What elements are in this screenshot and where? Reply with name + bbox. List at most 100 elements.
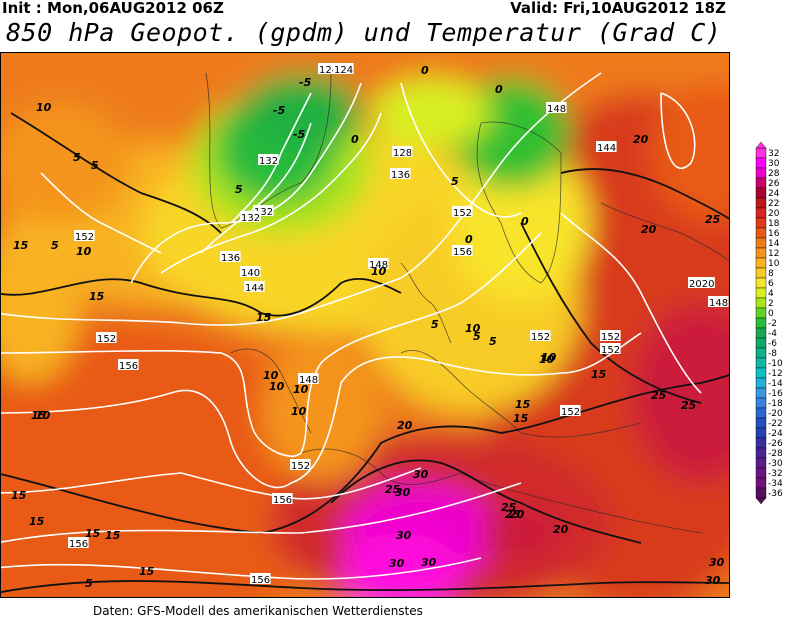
legend-label: -34 <box>768 479 783 489</box>
scandinavia-coast <box>476 121 562 284</box>
temperature-label: 30 <box>413 468 429 481</box>
contour-152 <box>1 232 542 457</box>
legend-swatch <box>755 417 767 429</box>
legend-label: 26 <box>768 179 780 189</box>
temperature-label: 15 <box>591 368 607 381</box>
geopotential-label: 148 <box>299 375 318 386</box>
temperature-label: 5 <box>51 239 59 252</box>
label-box <box>530 330 551 341</box>
geopotential-label: 2020 <box>689 279 714 290</box>
temperature-label: 5 <box>235 183 243 196</box>
geopotential-label: 148 <box>547 104 566 115</box>
legend-swatch <box>755 237 767 249</box>
legend-label: -20 <box>768 409 783 419</box>
temperature-label: 10 <box>541 351 557 364</box>
legend-label: 24 <box>768 189 780 199</box>
legend-label: 22 <box>768 199 779 209</box>
legend-swatch <box>755 217 767 229</box>
temperature-label: 5 <box>489 335 497 348</box>
label-box <box>708 296 729 307</box>
legend-label: -26 <box>768 439 783 449</box>
legend-swatch <box>755 387 767 399</box>
geopotential-label: 152 <box>75 232 94 243</box>
legend-label: -24 <box>768 429 783 439</box>
legend-label: -30 <box>768 459 783 469</box>
legend-swatch <box>755 197 767 209</box>
label-box <box>220 251 241 262</box>
geopotential-label: 152 <box>601 345 620 356</box>
temperature-label: 15 <box>105 529 121 542</box>
label-box <box>74 230 95 241</box>
geopotential-label: 156 <box>69 539 88 550</box>
legend-swatch <box>755 257 767 269</box>
contour-132 <box>230 92 312 224</box>
label-box <box>298 373 319 384</box>
temperature-label: 20 <box>397 419 413 432</box>
geopotential-label: 152 <box>561 407 580 418</box>
legend-label: 2 <box>768 299 774 309</box>
temperature-label: 25 <box>385 483 401 496</box>
temperature-label: 10 <box>36 101 52 114</box>
label-box <box>244 281 265 292</box>
temperature-label: 20 <box>553 523 569 536</box>
legend-swatch <box>755 147 767 159</box>
label-box <box>118 359 139 370</box>
label-box <box>452 245 473 256</box>
legend-swatch <box>755 377 767 389</box>
legend-label: 32 <box>768 149 779 159</box>
legend-swatch <box>755 307 767 319</box>
geopotential-label: 156 <box>251 575 270 586</box>
legend-swatch <box>755 457 767 469</box>
legend-label: -32 <box>768 469 783 479</box>
temperature-field <box>1 53 729 597</box>
temperature-label: -5 <box>293 128 306 141</box>
label-box <box>240 211 261 222</box>
temperature-label: 15 <box>11 489 27 502</box>
chart-title: 850 hPa Geopot. (gpdm) und Temperatur (G… <box>6 18 722 47</box>
geopotential-label: 152 <box>601 332 620 343</box>
temperature-label: 5 <box>431 318 439 331</box>
contour-156c <box>1 557 482 580</box>
legend-swatch <box>755 167 767 179</box>
legend-swatch <box>755 187 767 199</box>
temperature-label: 25 <box>651 389 667 402</box>
legend-label: -16 <box>768 389 783 399</box>
legend-arrow-up <box>755 141 767 149</box>
legend-label: 18 <box>768 219 780 229</box>
label-box <box>390 168 411 179</box>
legend-label: 14 <box>768 239 780 249</box>
geopotential-label: 156 <box>453 247 472 258</box>
geopotential-label: 140 <box>241 268 260 279</box>
contour-156b <box>1 482 522 543</box>
label-box <box>68 537 89 548</box>
legend-label: -12 <box>768 369 783 379</box>
legend-label: -10 <box>768 359 783 369</box>
geopotential-label: 136 <box>391 170 410 181</box>
temperature-label: 25 <box>505 508 521 521</box>
contour-136b <box>400 82 522 218</box>
color-legend: 32 30 28 26 24 22 20 18 16 14 12 10 8 6 4 2 0 -2 -4 -6 -8 -10… <box>752 141 790 512</box>
contour-136 <box>200 122 312 254</box>
geopotential-label: 132 <box>259 156 278 167</box>
geopotential-label: 152 <box>291 461 310 472</box>
temperature-label: 30 <box>709 556 725 569</box>
legend-swatch <box>755 477 767 489</box>
temperature-label: 5 <box>91 159 99 172</box>
temperature-label: 10 <box>371 265 387 278</box>
geopotential-label: 156 <box>273 495 292 506</box>
geopotential-label: 144 <box>597 143 616 154</box>
temperature-label: 25 <box>681 399 697 412</box>
legend-swatch <box>755 437 767 449</box>
legend-scale: 32302826242220181614121086420-2-4-6-8-10… <box>755 141 783 505</box>
isotherm-south <box>1 580 729 594</box>
legend-label: 0 <box>768 309 774 319</box>
legend-label: -14 <box>768 379 783 389</box>
legend-label: -28 <box>768 449 783 459</box>
map-canvas: 1241241281321321321361361401441481481481… <box>1 53 729 597</box>
geopotential-label: 132 <box>254 207 273 218</box>
legend-swatch <box>755 397 767 409</box>
british-isles-coast <box>400 262 452 344</box>
label-box <box>272 493 293 504</box>
label-box <box>392 146 413 157</box>
legend-swatch <box>755 337 767 349</box>
